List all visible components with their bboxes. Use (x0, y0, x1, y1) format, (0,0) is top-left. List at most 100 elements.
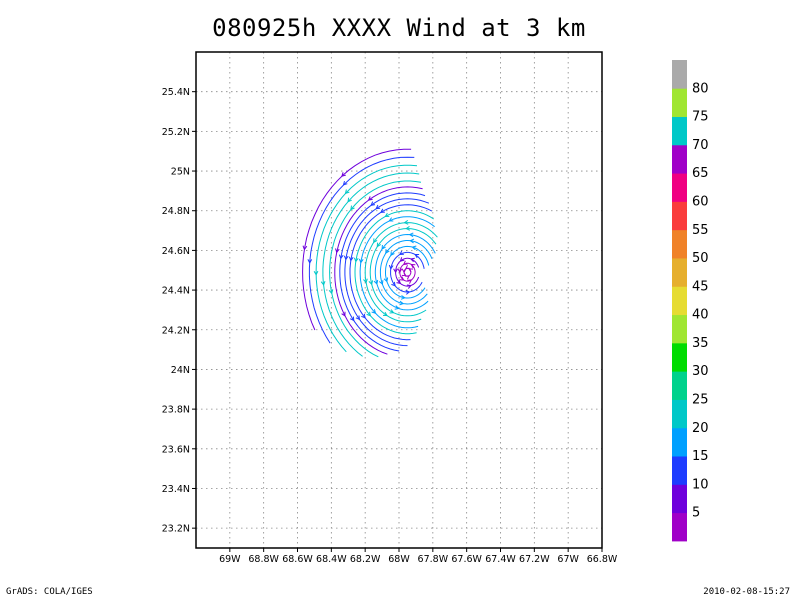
x-tick-label: 68.2W (350, 554, 381, 565)
footer-credit: GrADS: COLA/IGES (6, 587, 93, 597)
colorbar-label: 15 (692, 449, 709, 464)
colorbar-label: 35 (692, 336, 709, 351)
colorbar-label: 60 (692, 195, 709, 210)
streamline-arrow (361, 313, 366, 319)
y-tick-label: 24.8N (162, 206, 190, 217)
streamline-arrow (385, 249, 390, 254)
streamline-arrow (394, 305, 400, 310)
y-tick-label: 24.4N (162, 286, 190, 297)
streamline-arrow (396, 279, 402, 285)
streamline-arrow (368, 280, 374, 286)
streamline-arrow (307, 259, 313, 264)
x-tick-label: 67W (557, 554, 579, 565)
streamline-arrow (399, 257, 405, 262)
streamline-arrow (344, 189, 350, 195)
streamline (329, 180, 422, 358)
colorbar-swatch (672, 116, 687, 146)
streamline-arrow (335, 248, 340, 254)
streamline-arrow (400, 295, 406, 300)
streamline-arrow (401, 271, 407, 277)
streamline-arrow (370, 201, 376, 206)
colorbar-swatch (672, 173, 687, 202)
x-tick-label: 68.4W (316, 554, 347, 565)
colorbar-swatch (672, 484, 687, 514)
streamline-arrow (399, 250, 404, 256)
streamline (354, 210, 434, 335)
streamline-arrow (404, 264, 410, 270)
colorbar-swatch (672, 314, 687, 344)
colorbar-label: 50 (692, 251, 709, 266)
streamline-arrow (409, 238, 415, 244)
streamline-arrow (380, 208, 385, 213)
streamline-arrow (375, 204, 381, 210)
streamline (322, 172, 420, 357)
streamline-arrow (399, 300, 405, 306)
colorbar-swatch (672, 229, 687, 259)
streamline-arrow (402, 260, 408, 266)
streamline-arrow (405, 225, 411, 231)
streamline (374, 233, 436, 311)
streamline (302, 148, 412, 331)
x-tick-label: 68.6W (282, 554, 313, 565)
streamline-arrow (393, 268, 398, 274)
streamline-arrow (414, 254, 420, 259)
streamline-arrow (389, 309, 395, 314)
y-axis-ticks: 23.2N 23.4N 23.6N 23.8N 24N 24.2N 24.4N 24.6N 24… (162, 87, 196, 535)
streamline-arrow (384, 212, 390, 218)
colorbar-label: 25 (692, 393, 709, 408)
footer-timestamp: 2010-02-08-15:27 (703, 587, 790, 597)
x-tick-label: 66.8W (587, 554, 618, 565)
streamline (364, 222, 438, 323)
streamline-arrow (405, 290, 411, 295)
streamline-arrow (388, 264, 394, 270)
colorbar-swatch (672, 371, 687, 400)
colorbar-swatch (672, 60, 687, 89)
streamline-arrow (366, 311, 372, 317)
x-axis-ticks: 69W 68.8W 68.6W 68.4W 68.2W 68W 67.8W 67.6W 67.4… (219, 548, 618, 565)
streamline (385, 245, 430, 299)
streamline-arrow (358, 258, 364, 264)
colorbar-label: 65 (692, 166, 709, 181)
colorbar: 5 10 15 20 25 30 35 40 45 50 55 60 65 70 75 80 (672, 60, 709, 542)
colorbar-swatch (672, 399, 687, 429)
colorbar-swatch (672, 201, 687, 231)
streamline-arrow (349, 316, 355, 322)
streamline-arrow (376, 242, 382, 248)
streamline-arrow (397, 268, 403, 274)
colorbar-swatch (672, 342, 687, 372)
streamline-arrow (355, 315, 361, 321)
streamline-arrow (407, 279, 413, 284)
y-tick-label: 23.2N (162, 524, 190, 535)
streamline-arrow (328, 289, 334, 295)
streamline-arrow (383, 277, 389, 283)
y-tick-label: 25N (171, 167, 190, 178)
streamline-arrow (367, 196, 373, 201)
streamline-arrow (341, 172, 346, 177)
streamline-arrow (410, 263, 416, 269)
streamline-arrow (373, 238, 378, 244)
streamline (369, 228, 437, 317)
plot-frame (195, 51, 603, 549)
streamline-arrow (347, 197, 352, 203)
colorbar-swatch (672, 88, 687, 117)
streamline-arrow (338, 254, 344, 260)
colorbar-label: 45 (692, 279, 709, 294)
streamline-arrow (382, 311, 388, 317)
colorbar-label: 20 (692, 421, 709, 436)
streamline-arrow (381, 244, 386, 250)
streamline-arrow (320, 281, 326, 286)
streamline-arrow (405, 275, 410, 280)
x-tick-label: 67.8W (418, 554, 449, 565)
streamline-arrow (348, 256, 354, 262)
y-tick-label: 24N (171, 365, 190, 376)
colorbar-swatch (672, 144, 687, 174)
x-tick-label: 68.8W (248, 554, 279, 565)
colorbar-swatch (672, 258, 687, 287)
streamline-arrow (408, 268, 414, 273)
colorbar-label: 40 (692, 308, 709, 323)
colorbar-label: 75 (692, 110, 709, 125)
colorbar-label: 5 (692, 506, 700, 521)
x-tick-label: 69W (219, 554, 241, 565)
streamline-arrow (342, 180, 348, 186)
